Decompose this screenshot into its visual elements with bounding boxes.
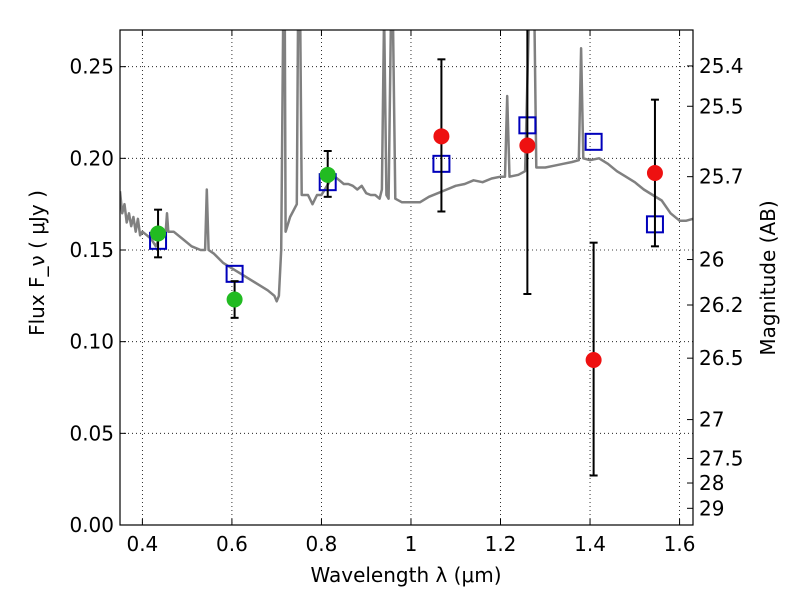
y-tick-label: 0.20 (69, 146, 114, 170)
x-tick-label: 0.4 (126, 532, 158, 556)
magnitude-tick-label: 26.5 (699, 346, 744, 370)
x-tick-label: 0.6 (216, 532, 248, 556)
x-tick-label: 1 (405, 532, 418, 556)
model-flux-square (584, 132, 603, 151)
tick-labels: 0.4 0.6 0.8 1 1.2 1.4 1.6 0.00 0.05 0.10 0.15 0.20 0… (69, 54, 743, 556)
magnitude-tick-label: 27 (699, 408, 724, 432)
grid (120, 30, 693, 526)
axis-ticks (120, 30, 693, 526)
y-tick-label: 0.25 (69, 55, 114, 79)
observed-flux-point (433, 128, 450, 145)
magnitude-tick-label: 25.4 (699, 54, 744, 78)
y-tick-label: 0.05 (69, 421, 114, 445)
magnitude-tick-label: 26.2 (699, 293, 744, 317)
y-tick-label: 0.00 (69, 513, 114, 537)
magnitude-tick-label: 28 (699, 471, 724, 495)
y-tick-label: 0.10 (69, 330, 114, 354)
y-axis-right-label: Magnitude (AB) (756, 200, 780, 355)
x-tick-label: 1.4 (574, 532, 606, 556)
observed-flux-point (585, 352, 602, 368)
plot-frame (119, 29, 694, 526)
magnitude-tick-label: 27.5 (699, 446, 744, 470)
y-tick-label: 0.15 (69, 238, 114, 262)
magnitude-tick-label: 26 (699, 248, 724, 272)
magnitude-tick-label: 25.5 (699, 94, 744, 118)
x-tick-label: 1.6 (664, 532, 696, 556)
observed-flux-point (150, 225, 167, 242)
observed-flux-point (646, 165, 663, 181)
plot-area (120, 30, 693, 477)
observed-flux-point (519, 137, 536, 154)
y-axis-label: Flux F_ν ( μJy ) (25, 190, 49, 336)
x-tick-label: 1.2 (485, 532, 517, 556)
magnitude-tick-label: 25.7 (699, 165, 744, 189)
x-axis-label: Wavelength λ (μm) (310, 563, 501, 587)
magnitude-tick-label: 29 (699, 496, 724, 520)
model-spectrum-line (120, 30, 693, 303)
x-tick-label: 0.8 (306, 532, 338, 556)
observed-flux-point (319, 166, 336, 183)
observed-flux-point (226, 291, 243, 308)
